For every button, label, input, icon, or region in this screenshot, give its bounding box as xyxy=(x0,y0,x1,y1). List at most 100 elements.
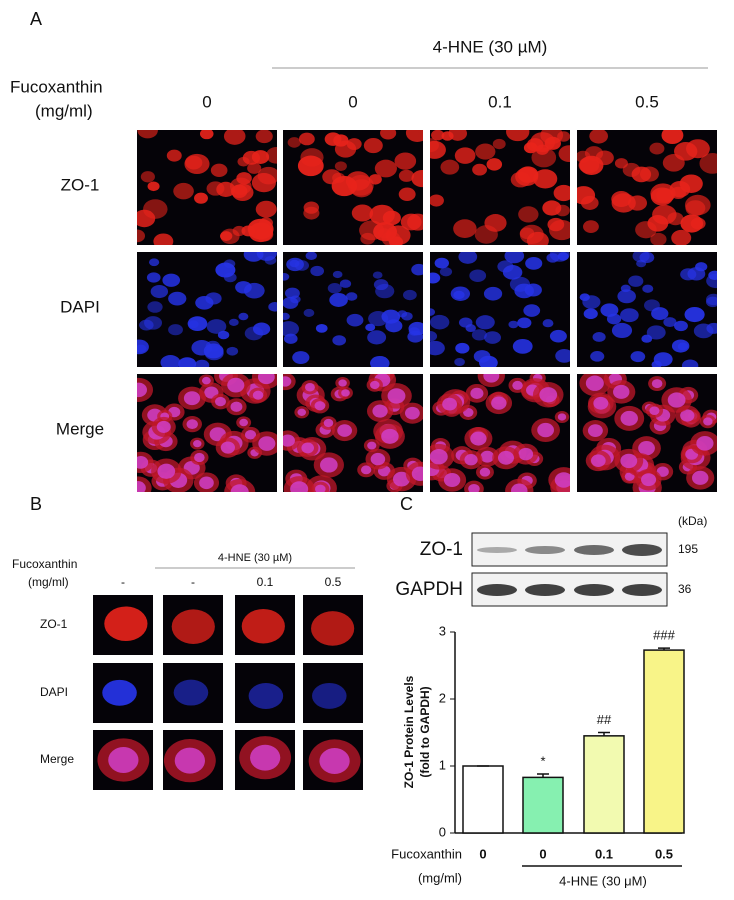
nucleus xyxy=(491,396,507,410)
cell xyxy=(150,285,169,299)
cell xyxy=(525,256,543,270)
cell xyxy=(160,355,181,367)
y-tick-label: 3 xyxy=(439,623,446,638)
y-axis-label: ZO-1 Protein Levels xyxy=(402,675,416,788)
y-tick-label: 2 xyxy=(439,690,446,705)
micrograph xyxy=(93,663,153,723)
cell xyxy=(268,302,277,312)
cell xyxy=(171,609,215,644)
cell xyxy=(684,306,705,323)
cell xyxy=(677,342,689,351)
cell xyxy=(512,338,533,354)
cell xyxy=(289,259,300,268)
cell xyxy=(199,130,214,140)
panel-label: B xyxy=(30,494,42,514)
cell xyxy=(143,199,168,219)
y-tick-label: 0 xyxy=(439,824,446,839)
nucleus xyxy=(360,465,372,475)
cell xyxy=(583,220,599,233)
cell xyxy=(628,275,644,287)
x-tick-label: 0.1 xyxy=(595,846,613,861)
micrograph xyxy=(577,252,717,367)
nucleus xyxy=(283,376,292,387)
cell xyxy=(284,287,300,299)
dose-label: 0.5 xyxy=(325,575,342,589)
band xyxy=(525,584,565,596)
cell xyxy=(140,171,155,183)
micrograph xyxy=(430,130,570,245)
micrograph xyxy=(137,374,277,492)
cell xyxy=(283,273,290,281)
cell xyxy=(104,606,148,642)
micrograph xyxy=(430,252,570,367)
cell xyxy=(147,301,163,313)
cell xyxy=(523,304,541,317)
micrograph xyxy=(283,374,423,492)
cell xyxy=(370,355,390,367)
cell xyxy=(455,342,470,354)
nucleus xyxy=(539,387,558,403)
cell xyxy=(411,170,423,188)
cell xyxy=(681,359,699,367)
cell xyxy=(139,319,154,331)
cell xyxy=(247,218,274,240)
cell xyxy=(375,283,395,299)
cell xyxy=(303,201,320,214)
cell xyxy=(292,351,310,364)
cell xyxy=(549,219,570,241)
cell xyxy=(555,349,570,363)
dose-label: - xyxy=(191,575,195,589)
cell xyxy=(630,351,646,363)
nucleus xyxy=(304,383,315,392)
cell xyxy=(652,204,677,225)
cell xyxy=(523,142,538,154)
x-tick-label: 0 xyxy=(479,846,486,861)
nucleus xyxy=(367,441,377,450)
cell xyxy=(332,270,343,279)
cell xyxy=(252,322,271,336)
nucleus xyxy=(411,466,423,481)
nucleus xyxy=(337,424,352,437)
kda-label: 36 xyxy=(678,582,692,596)
cell xyxy=(699,153,717,174)
cell xyxy=(283,296,299,309)
nucleus xyxy=(258,436,276,451)
stain-label: Merge xyxy=(40,752,74,766)
cell xyxy=(327,283,342,294)
cell xyxy=(223,130,246,145)
significance-label: ### xyxy=(653,628,675,643)
cell xyxy=(502,265,523,280)
nucleus xyxy=(512,380,523,390)
row-header: Fucoxanthin xyxy=(12,557,77,571)
cell xyxy=(194,192,208,204)
cell xyxy=(236,172,252,185)
nucleus xyxy=(220,441,235,454)
micrograph xyxy=(303,595,363,655)
cell xyxy=(458,317,473,328)
cell xyxy=(518,206,539,223)
cell xyxy=(146,272,161,283)
cell xyxy=(380,130,397,140)
row-header: (mg/ml) xyxy=(35,101,93,120)
cell xyxy=(441,131,454,141)
nucleus xyxy=(257,374,275,385)
nucleus xyxy=(587,424,603,438)
nucleus xyxy=(468,483,480,492)
cell xyxy=(627,195,648,211)
cell xyxy=(334,161,347,171)
cell xyxy=(589,130,609,144)
micrograph xyxy=(577,374,717,492)
y-axis-label: (fold to GAPDH) xyxy=(418,686,432,777)
cell xyxy=(542,319,554,328)
cell xyxy=(622,162,641,177)
nucleus xyxy=(651,379,663,389)
cell xyxy=(450,286,471,301)
cell xyxy=(453,219,477,238)
nucleus xyxy=(692,470,709,485)
x-tick-label: 0.5 xyxy=(655,846,673,861)
nucleus xyxy=(227,377,245,393)
cell xyxy=(695,262,708,272)
cell xyxy=(549,329,567,343)
nucleus xyxy=(201,376,211,385)
cell xyxy=(600,303,619,317)
